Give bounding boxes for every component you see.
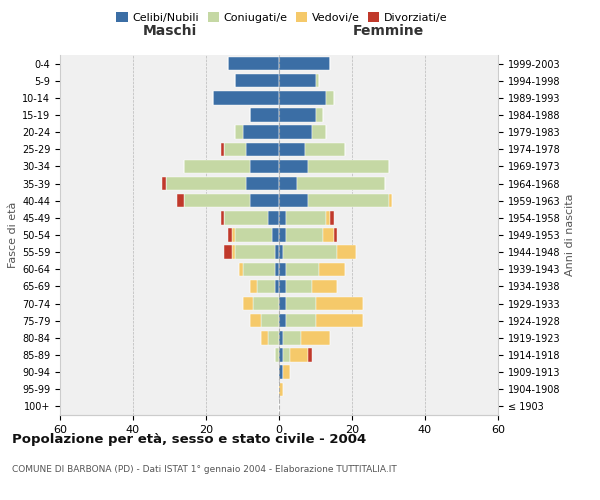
Bar: [250, 160, 279, 173]
Bar: [326, 211, 330, 224]
Bar: [268, 331, 279, 344]
Bar: [224, 211, 268, 224]
Bar: [279, 160, 308, 173]
Bar: [279, 262, 286, 276]
Bar: [275, 246, 279, 259]
Bar: [279, 314, 286, 328]
Y-axis label: Fasce di età: Fasce di età: [8, 202, 18, 268]
Bar: [268, 211, 279, 224]
Bar: [162, 177, 166, 190]
Bar: [283, 366, 290, 379]
Bar: [308, 348, 312, 362]
Bar: [312, 280, 337, 293]
Bar: [286, 280, 312, 293]
Y-axis label: Anni di nascita: Anni di nascita: [565, 194, 575, 276]
Bar: [279, 348, 283, 362]
Bar: [253, 297, 279, 310]
Bar: [279, 74, 316, 88]
Bar: [279, 382, 283, 396]
Bar: [250, 108, 279, 122]
Bar: [316, 297, 363, 310]
Bar: [334, 228, 337, 241]
Bar: [242, 126, 279, 139]
Bar: [279, 228, 286, 241]
Bar: [326, 91, 334, 104]
Bar: [184, 194, 250, 207]
Bar: [250, 194, 279, 207]
Text: Popolazione per età, sesso e stato civile - 2004: Popolazione per età, sesso e stato civil…: [12, 432, 366, 446]
Bar: [308, 194, 389, 207]
Bar: [283, 331, 301, 344]
Bar: [224, 246, 232, 259]
Bar: [261, 314, 279, 328]
Bar: [330, 211, 334, 224]
Bar: [286, 211, 326, 224]
Bar: [235, 228, 272, 241]
Bar: [279, 331, 283, 344]
Bar: [389, 194, 392, 207]
Bar: [275, 348, 279, 362]
Bar: [228, 57, 279, 70]
Text: Maschi: Maschi: [142, 24, 197, 38]
Bar: [221, 142, 224, 156]
Bar: [221, 211, 224, 224]
Bar: [257, 280, 275, 293]
Bar: [250, 280, 257, 293]
Legend: Celibi/Nubili, Coniugati/e, Vedovi/e, Divorziati/e: Celibi/Nubili, Coniugati/e, Vedovi/e, Di…: [112, 8, 452, 28]
Bar: [283, 348, 290, 362]
Bar: [323, 228, 334, 241]
Bar: [308, 160, 389, 173]
Bar: [232, 246, 235, 259]
Bar: [279, 108, 316, 122]
Bar: [279, 126, 312, 139]
Bar: [290, 348, 308, 362]
Bar: [246, 142, 279, 156]
Bar: [235, 246, 275, 259]
Bar: [283, 246, 337, 259]
Bar: [312, 126, 326, 139]
Bar: [279, 194, 308, 207]
Bar: [305, 142, 345, 156]
Bar: [337, 246, 356, 259]
Bar: [286, 297, 316, 310]
Bar: [235, 74, 279, 88]
Bar: [319, 262, 344, 276]
Bar: [239, 262, 242, 276]
Bar: [242, 297, 253, 310]
Bar: [166, 177, 246, 190]
Bar: [242, 262, 275, 276]
Bar: [316, 314, 363, 328]
Bar: [246, 177, 279, 190]
Bar: [272, 228, 279, 241]
Bar: [279, 246, 283, 259]
Bar: [235, 126, 242, 139]
Bar: [261, 331, 268, 344]
Bar: [316, 108, 323, 122]
Bar: [184, 160, 250, 173]
Bar: [279, 280, 286, 293]
Bar: [250, 314, 261, 328]
Bar: [286, 262, 319, 276]
Bar: [275, 280, 279, 293]
Bar: [297, 177, 385, 190]
Bar: [279, 91, 326, 104]
Bar: [224, 142, 246, 156]
Bar: [279, 297, 286, 310]
Bar: [214, 91, 279, 104]
Bar: [279, 177, 297, 190]
Bar: [286, 314, 316, 328]
Text: COMUNE DI BARBONA (PD) - Dati ISTAT 1° gennaio 2004 - Elaborazione TUTTITALIA.IT: COMUNE DI BARBONA (PD) - Dati ISTAT 1° g…: [12, 466, 397, 474]
Bar: [232, 228, 235, 241]
Bar: [228, 228, 232, 241]
Text: Femmine: Femmine: [353, 24, 424, 38]
Bar: [279, 142, 305, 156]
Bar: [301, 331, 330, 344]
Bar: [316, 74, 319, 88]
Bar: [286, 228, 323, 241]
Bar: [177, 194, 184, 207]
Bar: [275, 262, 279, 276]
Bar: [279, 366, 283, 379]
Bar: [279, 211, 286, 224]
Bar: [279, 57, 330, 70]
